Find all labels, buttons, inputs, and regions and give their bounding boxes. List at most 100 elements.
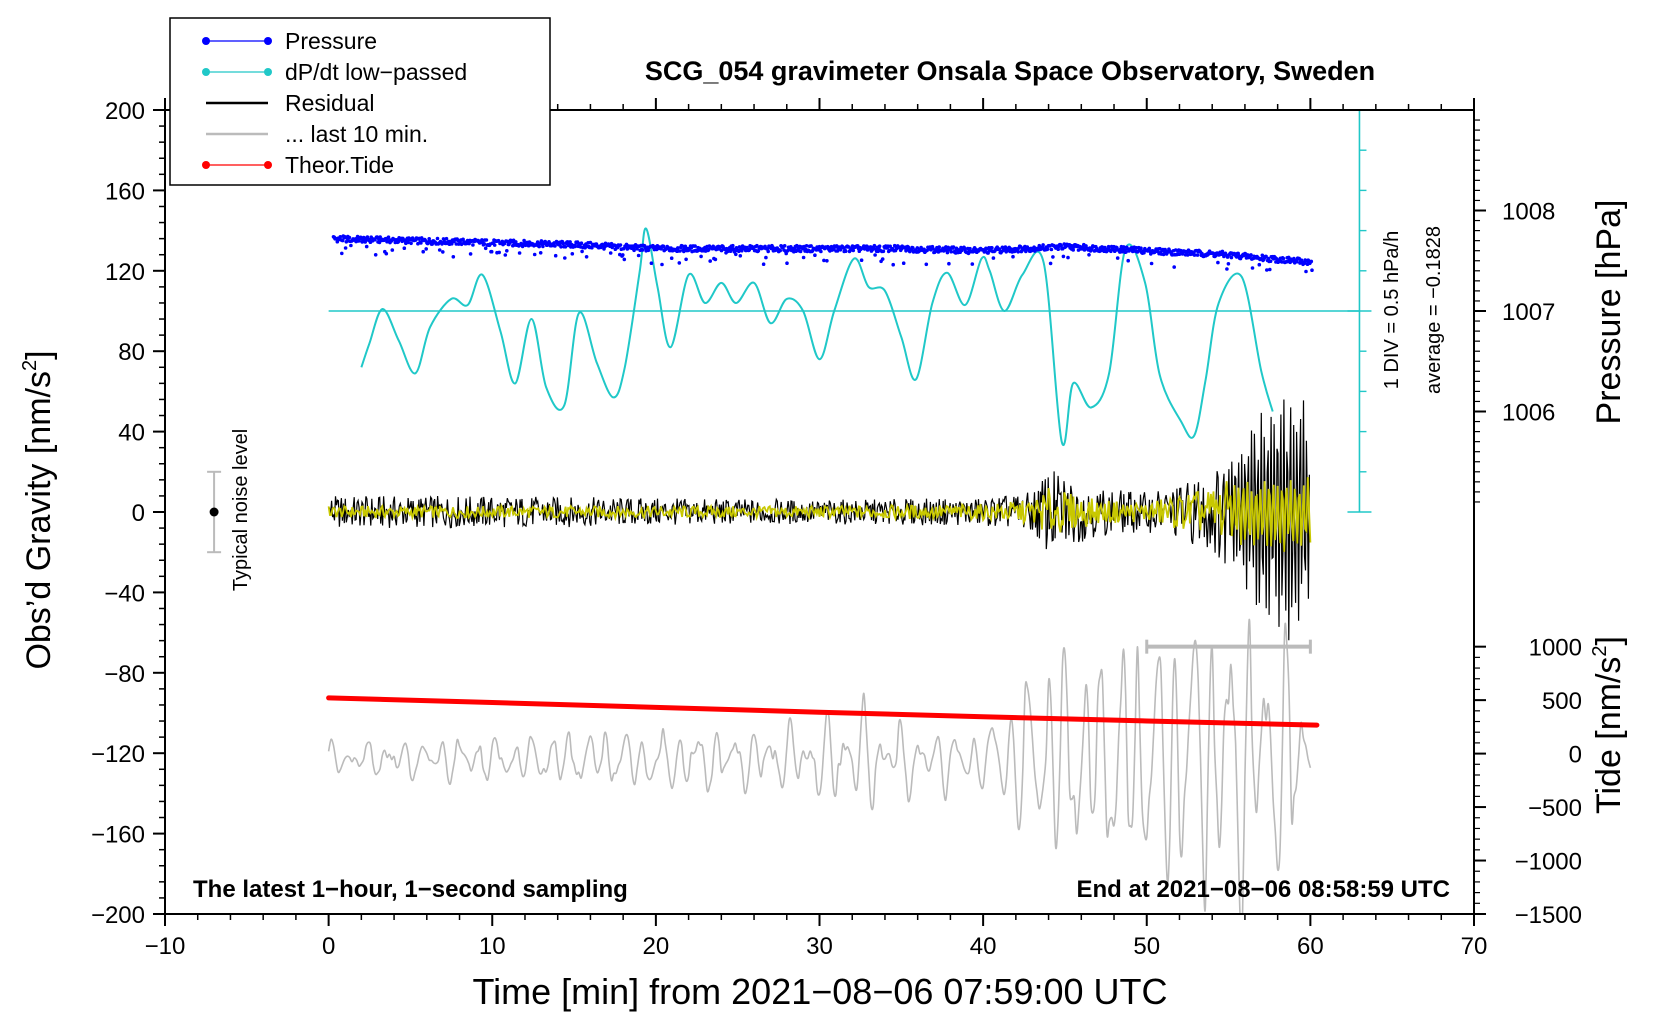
pressure-point (968, 246, 972, 251)
pressure-point (990, 246, 994, 250)
pressure-point (489, 249, 494, 254)
pressure-point (649, 261, 654, 266)
legend-label: ... last 10 min. (285, 121, 428, 147)
pressure-point (1113, 248, 1118, 253)
pressure-point (1161, 252, 1166, 257)
pressure-point (835, 249, 840, 253)
pressure-point (804, 244, 809, 248)
x-tick-label: 20 (643, 933, 670, 960)
pressure-point (621, 253, 625, 257)
pressure-point (1195, 253, 1200, 257)
pressure-point (467, 241, 471, 246)
x-tick-label: 70 (1461, 933, 1488, 960)
pressure-point (963, 246, 967, 251)
pressure-point (1149, 261, 1154, 266)
pressure-point (561, 241, 566, 246)
pressure-axis-label: Pressure [hPa] (1590, 200, 1628, 425)
pressure-tick-label: 1006 (1502, 400, 1555, 427)
legend-swatch-dot (264, 37, 272, 45)
legend-item: Pressure (202, 28, 377, 54)
pressure-point (357, 239, 361, 243)
pressure-point (785, 261, 789, 266)
pressure-point (782, 244, 787, 248)
pressure-point (421, 249, 426, 254)
pressure-point (659, 247, 663, 251)
pressure-point (1041, 243, 1045, 247)
pressure-point (991, 256, 996, 260)
residual-filtered-line (327, 477, 1312, 552)
chart-title: SCG_054 gravimeter Onsala Space Observat… (645, 56, 1375, 86)
pressure-point (482, 242, 487, 246)
pressure-point (559, 245, 563, 249)
pressure-point (435, 236, 440, 241)
pressure-point (1229, 255, 1234, 260)
y-tick-label: −120 (91, 741, 145, 768)
pressure-point (517, 251, 522, 255)
pressure-point (568, 240, 572, 244)
pressure-point (340, 238, 345, 243)
series-layer (326, 227, 1360, 914)
y-tick-label: 160 (105, 178, 145, 205)
pressure-point (441, 250, 445, 254)
pressure-point (1126, 258, 1130, 263)
pressure-point (1192, 253, 1197, 257)
annotation-layer (207, 109, 1372, 654)
pressure-point (822, 258, 826, 263)
pressure-point (503, 253, 508, 257)
pressure-point (708, 259, 712, 263)
tide-tick-label: −1500 (1515, 902, 1582, 929)
pressure-point (471, 243, 475, 247)
pressure-point (1220, 249, 1225, 254)
legend-label: Pressure (285, 28, 377, 54)
pressure-point (877, 244, 882, 248)
pressure-point (1310, 268, 1314, 273)
last-10-min-range (1145, 639, 1312, 654)
pressure-point (734, 252, 738, 257)
pressure-point (563, 256, 567, 260)
pressure-point (1268, 267, 1272, 272)
pressure-point (1011, 254, 1015, 259)
pressure-point (1124, 250, 1128, 254)
y-tick-label: −40 (104, 580, 145, 607)
pressure-point (1115, 256, 1120, 260)
pressure-point (1147, 246, 1152, 251)
tide-tick-label: −500 (1528, 795, 1582, 822)
pressure-point (573, 244, 578, 249)
pressure-point (635, 247, 639, 251)
tide-tick-label: 1000 (1529, 635, 1582, 662)
pressure-point (468, 252, 473, 256)
pressure-point (441, 237, 446, 241)
pressure-point (949, 249, 953, 254)
pressure-point (906, 245, 911, 249)
dpdt-scale-label: 1 DIV = 0.5 hPa/h (1381, 231, 1403, 389)
y-tick-label: 40 (118, 420, 145, 447)
pressure-point (1225, 267, 1229, 271)
pressure-point (1066, 255, 1070, 260)
pressure-point (680, 244, 685, 248)
pressure-point (683, 244, 688, 249)
pressure-point (843, 249, 848, 253)
pressure-point (682, 249, 686, 254)
noise-bar-dot (209, 507, 219, 517)
pressure-point (937, 245, 941, 249)
pressure-point (661, 244, 666, 249)
theor-tide-series (326, 695, 1320, 728)
pressure-point (1087, 253, 1091, 257)
pressure-point (406, 240, 410, 245)
legend-swatch-dot (264, 68, 272, 76)
pressure-point (440, 242, 444, 246)
pressure-point (537, 244, 541, 249)
pressure-point (532, 252, 537, 257)
pressure-point (636, 253, 641, 258)
pressure-point (756, 249, 761, 253)
x-tick-label: 30 (806, 933, 833, 960)
x-tick-label: 60 (1297, 933, 1324, 960)
x-axis-label: Time [min] from 2021−08−06 07:59:00 UTC (472, 971, 1167, 1012)
tide-axis-label: Tide [nm/s2] (1589, 636, 1628, 814)
legend-label: dP/dt low−passed (285, 59, 467, 85)
pressure-point (364, 244, 369, 249)
pressure-point (340, 251, 344, 256)
pressure-point (492, 243, 497, 247)
theor-tide-line (326, 695, 1320, 728)
pressure-point (699, 254, 703, 259)
